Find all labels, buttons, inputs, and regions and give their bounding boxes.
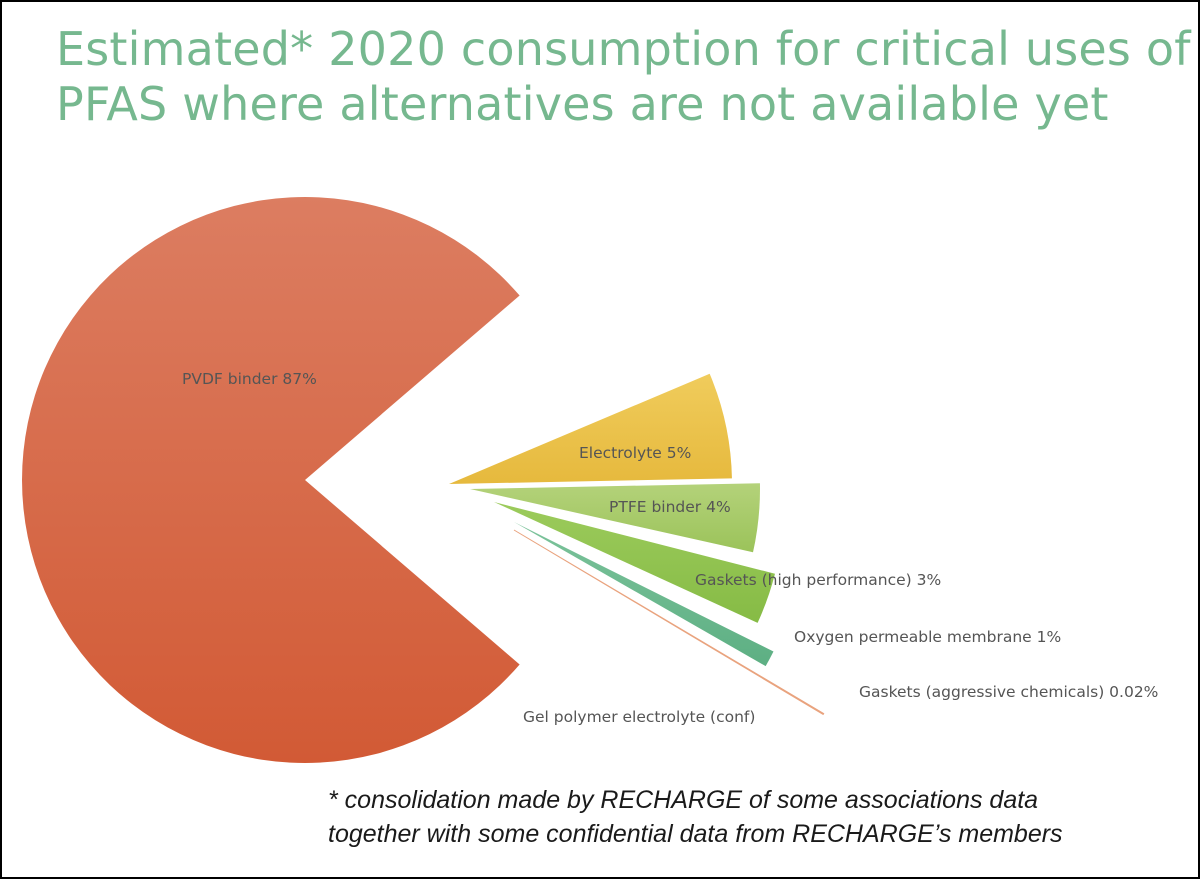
slice-label: Oxygen permeable membrane 1% [794,628,1061,646]
title-line-1: Estimated* 2020 consumption for critical… [56,22,1191,76]
footnote-line-2: together with some confidential data fro… [328,820,1063,848]
pie-slice [449,373,732,484]
title-line-2: PFAS where alternatives are not availabl… [56,77,1109,131]
pie-slice [494,502,775,623]
slice-label: Gaskets (aggressive chemicals) 0.02% [859,683,1158,701]
pie-slice [22,197,520,764]
slice-label: Gaskets (high performance) 3% [695,571,941,589]
pie-slice [470,483,760,553]
pie-slice [513,529,825,716]
footnote-line-1: * consolidation made by RECHARGE of some… [328,786,1039,814]
slice-label: PVDF binder 87% [182,370,317,388]
footnote: * consolidation made by RECHARGE of some… [328,783,1188,851]
slice-label: PTFE binder 4% [609,498,731,516]
slice-label: Electrolyte 5% [579,444,691,462]
slide-title: Estimated* 2020 consumption for critical… [56,22,1191,132]
pie-slice [514,522,774,667]
slice-label: Gel polymer electrolyte (conf) [523,708,755,726]
